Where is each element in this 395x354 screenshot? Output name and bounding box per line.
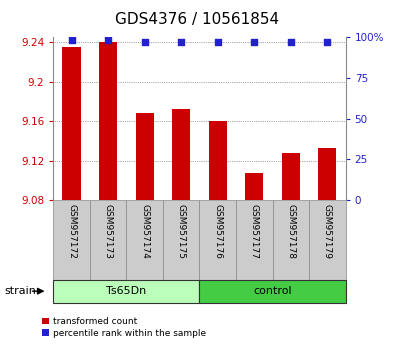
Text: GSM957174: GSM957174: [140, 204, 149, 259]
Point: [68, 38, 75, 43]
Bar: [309, 200, 346, 280]
Point: [141, 39, 148, 45]
Bar: [53, 200, 90, 280]
Text: strain: strain: [4, 286, 36, 296]
Bar: [53, 280, 199, 303]
Bar: [318, 148, 337, 200]
Bar: [236, 200, 273, 280]
Text: GSM957178: GSM957178: [286, 204, 295, 259]
Text: GSM957179: GSM957179: [323, 204, 332, 259]
Bar: [282, 153, 300, 200]
Bar: [273, 200, 309, 280]
Bar: [135, 113, 154, 200]
Bar: [172, 109, 190, 200]
Point: [105, 38, 111, 43]
Bar: [199, 280, 346, 303]
Bar: [90, 200, 126, 280]
Bar: [245, 173, 263, 200]
Text: GSM957172: GSM957172: [67, 204, 76, 259]
Point: [251, 39, 258, 45]
Text: GSM957175: GSM957175: [177, 204, 186, 259]
Legend: transformed count, percentile rank within the sample: transformed count, percentile rank withi…: [38, 314, 210, 341]
Text: GSM957177: GSM957177: [250, 204, 259, 259]
Bar: [99, 42, 117, 200]
Text: GSM957173: GSM957173: [103, 204, 113, 259]
Text: GDS4376 / 10561854: GDS4376 / 10561854: [115, 12, 280, 27]
Point: [214, 39, 221, 45]
Text: control: control: [253, 286, 292, 296]
Bar: [199, 200, 236, 280]
Bar: [126, 200, 163, 280]
Text: Ts65Dn: Ts65Dn: [106, 286, 147, 296]
Bar: [163, 200, 199, 280]
Text: GSM957176: GSM957176: [213, 204, 222, 259]
Point: [288, 39, 294, 45]
Bar: [62, 47, 81, 200]
Point: [324, 39, 331, 45]
Bar: [209, 121, 227, 200]
Point: [178, 39, 184, 45]
